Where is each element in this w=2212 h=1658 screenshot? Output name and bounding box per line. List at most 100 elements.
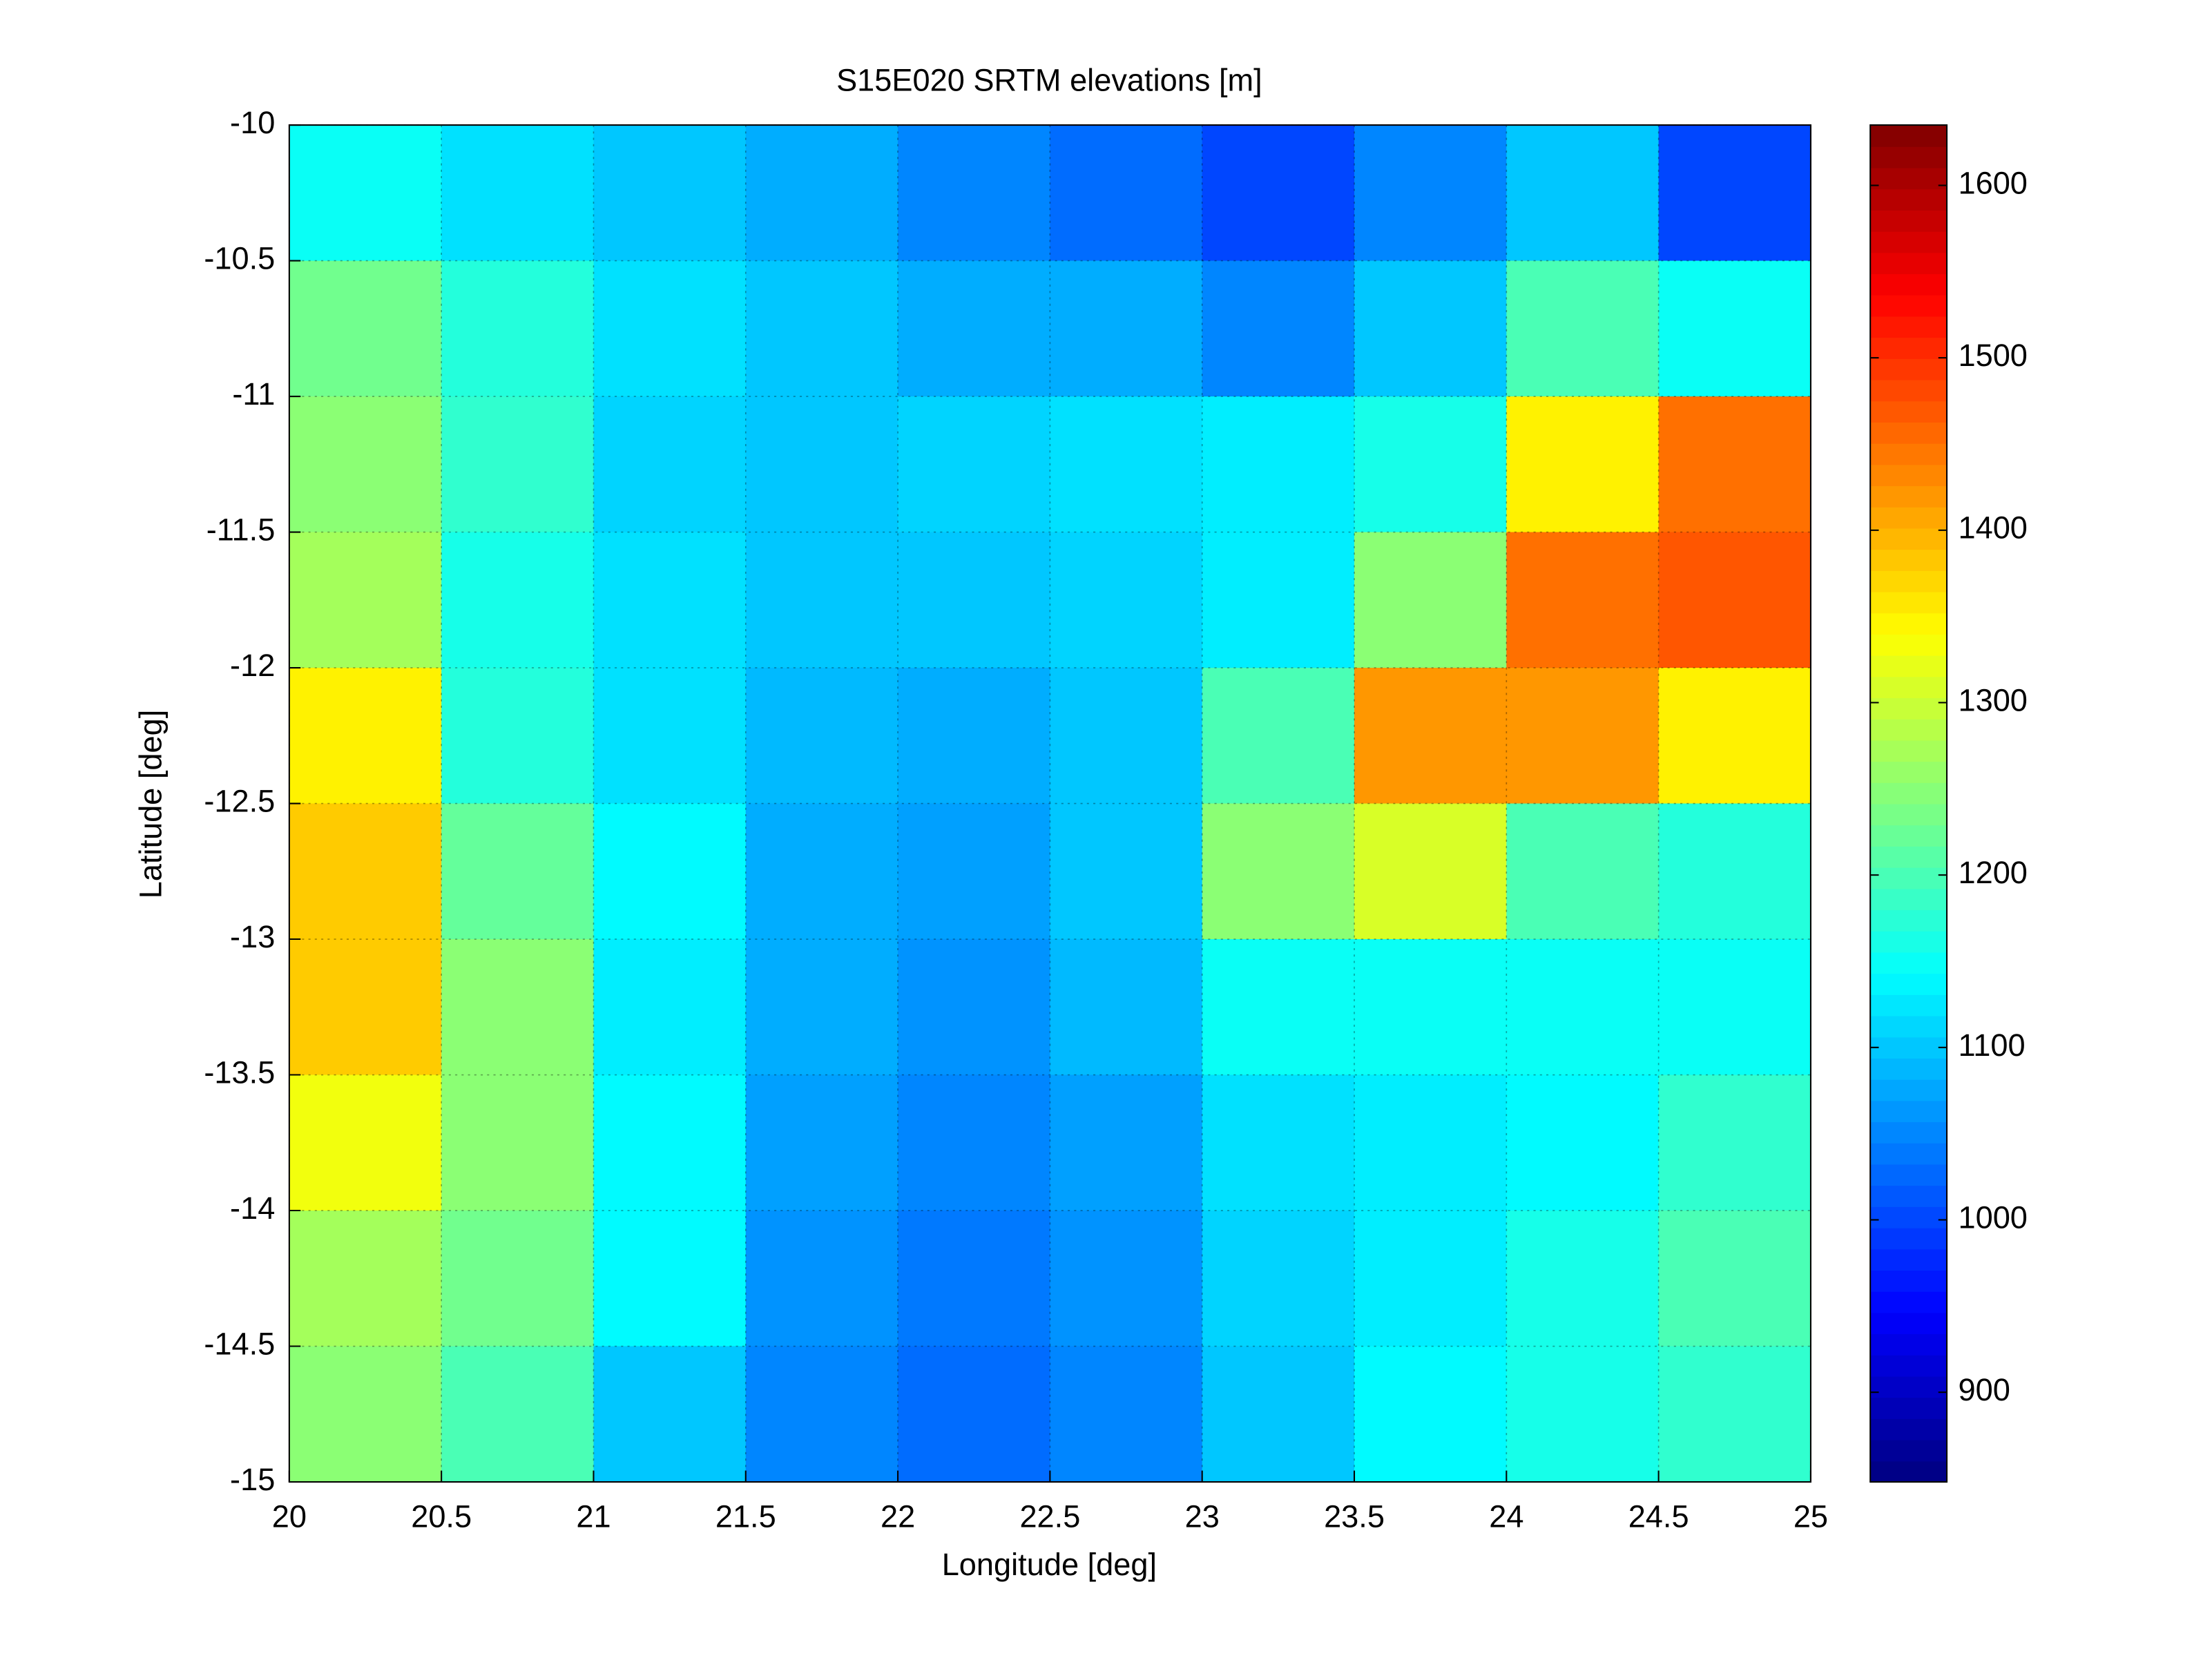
colorbar-swatch xyxy=(1870,209,1947,232)
colorbar-swatch xyxy=(1870,845,1947,868)
heatmap-cell xyxy=(1202,396,1356,533)
colorbar-tick-label: 900 xyxy=(1958,1372,2010,1407)
colorbar-swatch xyxy=(1870,1249,1947,1271)
colorbar-swatch xyxy=(1870,1418,1947,1440)
heatmap-cell xyxy=(1658,125,1811,262)
heatmap-cell xyxy=(1050,1211,1203,1347)
heatmap-cell xyxy=(1658,668,1811,804)
heatmap-cell xyxy=(593,668,747,804)
heatmap-cell xyxy=(1354,1074,1508,1212)
heatmap-cell xyxy=(1202,668,1356,804)
heatmap-cell xyxy=(1202,1074,1356,1212)
colorbar-swatch xyxy=(1870,1206,1947,1228)
heatmap-cell xyxy=(898,125,1051,262)
colorbar-tick-label: 1200 xyxy=(1958,855,2027,890)
colorbar-swatch xyxy=(1870,1291,1947,1313)
heatmap-cell xyxy=(1202,1211,1356,1347)
heatmap-cell xyxy=(1506,803,1660,941)
colorbar-swatch xyxy=(1870,761,1947,783)
heatmap-cell xyxy=(1354,125,1508,262)
heatmap-cell xyxy=(593,125,747,262)
colorbar-swatch xyxy=(1870,803,1947,826)
heatmap-cell xyxy=(1506,396,1660,533)
heatmap-cell xyxy=(898,1346,1051,1483)
colorbar-swatch xyxy=(1870,1079,1947,1101)
heatmap-cell xyxy=(1354,396,1508,533)
colorbar-swatch xyxy=(1870,867,1947,889)
heatmap-cell xyxy=(1050,125,1203,262)
heatmap-cell xyxy=(898,396,1051,533)
heatmap-cell xyxy=(1354,532,1508,669)
heatmap-cell xyxy=(745,803,899,941)
colorbar-swatch xyxy=(1870,1164,1947,1186)
heatmap-cell xyxy=(441,803,595,941)
colorbar-swatch xyxy=(1870,973,1947,995)
heatmap-cell xyxy=(441,939,595,1076)
colorbar-swatch xyxy=(1870,994,1947,1016)
heatmap-cell xyxy=(1202,260,1356,398)
colorbar-swatch xyxy=(1870,358,1947,380)
heatmap-cell xyxy=(593,396,747,533)
colorbar-swatch xyxy=(1870,1397,1947,1419)
colorbar-swatch xyxy=(1870,485,1947,508)
heatmap-cell xyxy=(1050,396,1203,533)
y-tick-label: -14.5 xyxy=(204,1326,275,1361)
y-tick-label: -12 xyxy=(230,648,275,683)
heatmap-cell xyxy=(1050,260,1203,398)
heatmap-cell xyxy=(1354,803,1508,941)
colorbar-swatch xyxy=(1870,1037,1947,1059)
heatmap-cell xyxy=(1506,1211,1660,1347)
heatmap-cell xyxy=(441,125,595,262)
heatmap-cell xyxy=(1050,939,1203,1076)
colorbar-tick-label: 1300 xyxy=(1958,682,2027,717)
colorbar-swatch xyxy=(1870,1185,1947,1207)
heatmap-cell xyxy=(441,1346,595,1483)
heatmap-cell xyxy=(289,668,443,804)
heatmap-cell xyxy=(1658,1211,1811,1347)
colorbar-swatch xyxy=(1870,167,1947,190)
heatmap-cell xyxy=(898,260,1051,398)
colorbar-swatch xyxy=(1870,952,1947,974)
colorbar-swatch xyxy=(1870,676,1947,699)
heatmap-cell xyxy=(1506,1074,1660,1212)
heatmap-cell xyxy=(289,125,443,262)
y-axis-label: Latitude [deg] xyxy=(133,710,169,899)
colorbar-tick-label: 1400 xyxy=(1958,510,2027,546)
heatmap-cell xyxy=(1658,1346,1811,1483)
colorbar-swatch xyxy=(1870,718,1947,741)
x-tick-label: 22 xyxy=(881,1498,915,1534)
heatmap-cell xyxy=(289,1074,443,1212)
heatmap-cell xyxy=(745,668,899,804)
colorbar-swatch xyxy=(1870,825,1947,847)
colorbar-frame xyxy=(1869,124,1948,1483)
colorbar-swatch xyxy=(1870,1439,1947,1462)
x-tick-label: 25 xyxy=(1793,1498,1828,1534)
colorbar-swatch xyxy=(1870,1269,1947,1292)
heatmap-cell xyxy=(898,532,1051,669)
x-tick-label: 21 xyxy=(576,1498,610,1534)
y-tick-label: -11.5 xyxy=(206,512,276,547)
x-tick-label: 23.5 xyxy=(1324,1498,1385,1534)
colorbar-swatch xyxy=(1870,337,1947,359)
colorbar-swatch xyxy=(1870,252,1947,275)
y-tick-label: -14 xyxy=(230,1191,275,1226)
colorbar-swatch xyxy=(1870,506,1947,529)
colorbar-swatch xyxy=(1870,888,1947,911)
y-tick-label: -11 xyxy=(232,376,275,412)
colorbar-swatch xyxy=(1870,273,1947,296)
colorbar-tick-label: 1100 xyxy=(1958,1028,2025,1063)
chart-title: S15E020 SRTM elevations [m] xyxy=(836,62,1262,97)
heatmap-cell xyxy=(289,260,443,398)
heatmap-cell xyxy=(1202,125,1356,262)
heatmap-cell xyxy=(745,532,899,669)
heatmap-cell xyxy=(289,396,443,533)
colorbar-swatch xyxy=(1870,613,1947,635)
heatmap-cell xyxy=(1658,260,1811,398)
colorbar-swatch xyxy=(1870,591,1947,614)
colorbar-swatch xyxy=(1870,740,1947,762)
colorbar-swatch xyxy=(1870,316,1947,338)
colorbar xyxy=(1870,125,1947,1483)
heatmap-cell xyxy=(898,1211,1051,1347)
colorbar-swatch xyxy=(1870,1333,1947,1356)
colorbar-swatch xyxy=(1870,1376,1947,1398)
